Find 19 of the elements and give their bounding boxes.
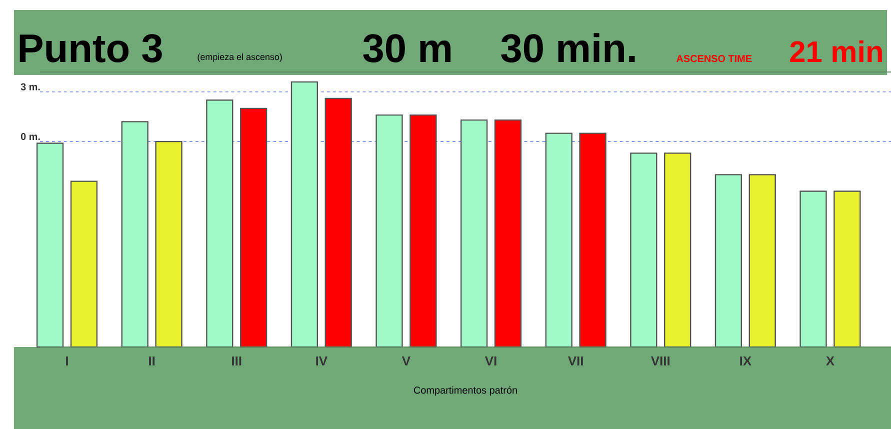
x-tick-label: II [149, 356, 155, 366]
text: ASCENSO TIME [676, 55, 752, 62]
chart-subtitle: (empieza el ascenso) [198, 54, 282, 62]
text: 21 min [790, 40, 882, 62]
x-tick-label: VIII [650, 356, 670, 366]
chart-title: Punto 3 [20, 34, 162, 62]
x-tick-label: X [826, 356, 834, 366]
text: 30 m [363, 34, 451, 62]
x-tick-label: I [66, 356, 68, 366]
text: 30 min. [501, 33, 635, 62]
x-tick-label: IX [740, 356, 752, 366]
x-tick-label: III [232, 356, 242, 366]
y-tick-label: 0 m. [20, 133, 40, 140]
x-tick-label: VII [568, 356, 583, 366]
x-tick-label: IV [316, 356, 328, 366]
x-tick-label: VI [484, 356, 496, 366]
x-tick-label: V [402, 356, 410, 366]
y-tick-label: 3 m. [20, 83, 40, 90]
x-axis-title: Compartimentos patrón [414, 386, 517, 396]
